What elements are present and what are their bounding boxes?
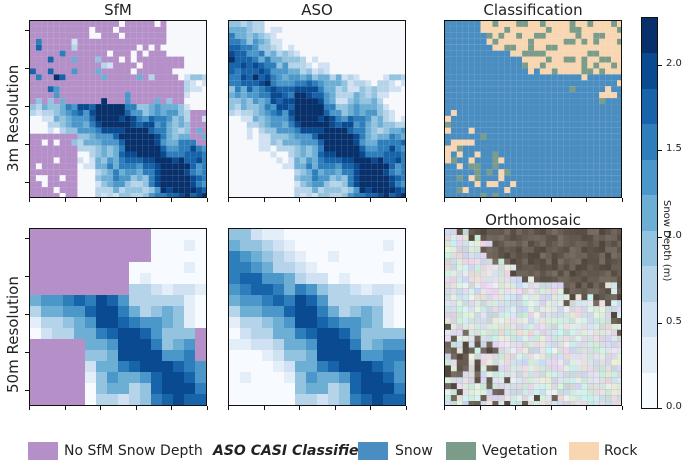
column-title-aso: ASO — [301, 1, 333, 19]
sfm-3m-map — [30, 21, 206, 197]
legend-swatch-rock — [569, 442, 599, 460]
row-label-3m: 3m Resolution — [4, 64, 22, 172]
legend-label-no-sfm: No SfM Snow Depth — [64, 443, 203, 459]
panel-classification — [444, 20, 622, 198]
panel-aso-50m — [228, 228, 406, 406]
colorbar-tick-0-0: 0.0 — [666, 401, 682, 412]
colorbar-label: Snow Depth (m) — [661, 200, 672, 282]
snow-depth-colorbar — [641, 17, 658, 409]
colorbar-tick-0-5: 0.5 — [666, 316, 682, 327]
colorbar-tick-1-5: 1.5 — [666, 143, 682, 154]
legend-swatch-no-sfm — [28, 442, 58, 460]
panel-aso-3m — [228, 20, 406, 198]
panel-orthomosaic — [444, 228, 622, 406]
classification-map — [445, 21, 621, 197]
aso-3m-map — [229, 21, 405, 197]
column-title-classification: Classification — [483, 1, 583, 19]
legend-label-vegetation: Vegetation — [482, 443, 558, 459]
column-title-sfm: SfM — [104, 1, 132, 19]
sfm-50m-map — [30, 229, 206, 405]
legend-swatch-vegetation — [446, 442, 476, 460]
orthomosaic-image — [445, 229, 621, 405]
row-label-50m: 50m Resolution — [4, 276, 22, 393]
panel-sfm-50m — [29, 228, 207, 406]
legend-label-rock: Rock — [604, 443, 638, 459]
panel-sfm-3m — [29, 20, 207, 198]
column-title-orthomosaic: Orthomosaic — [485, 211, 581, 229]
legend-title: ASO CASI Classifier — [213, 443, 366, 459]
legend-label-snow: Snow — [395, 443, 433, 459]
aso-50m-map — [229, 229, 405, 405]
legend-swatch-snow — [358, 442, 388, 460]
colorbar-tick-2-0: 2.0 — [666, 58, 682, 69]
legend: No SfM Snow Depth ASO CASI Classifier Sn… — [0, 440, 699, 464]
colorbar-tick-1-0: 1.0 — [666, 230, 682, 241]
